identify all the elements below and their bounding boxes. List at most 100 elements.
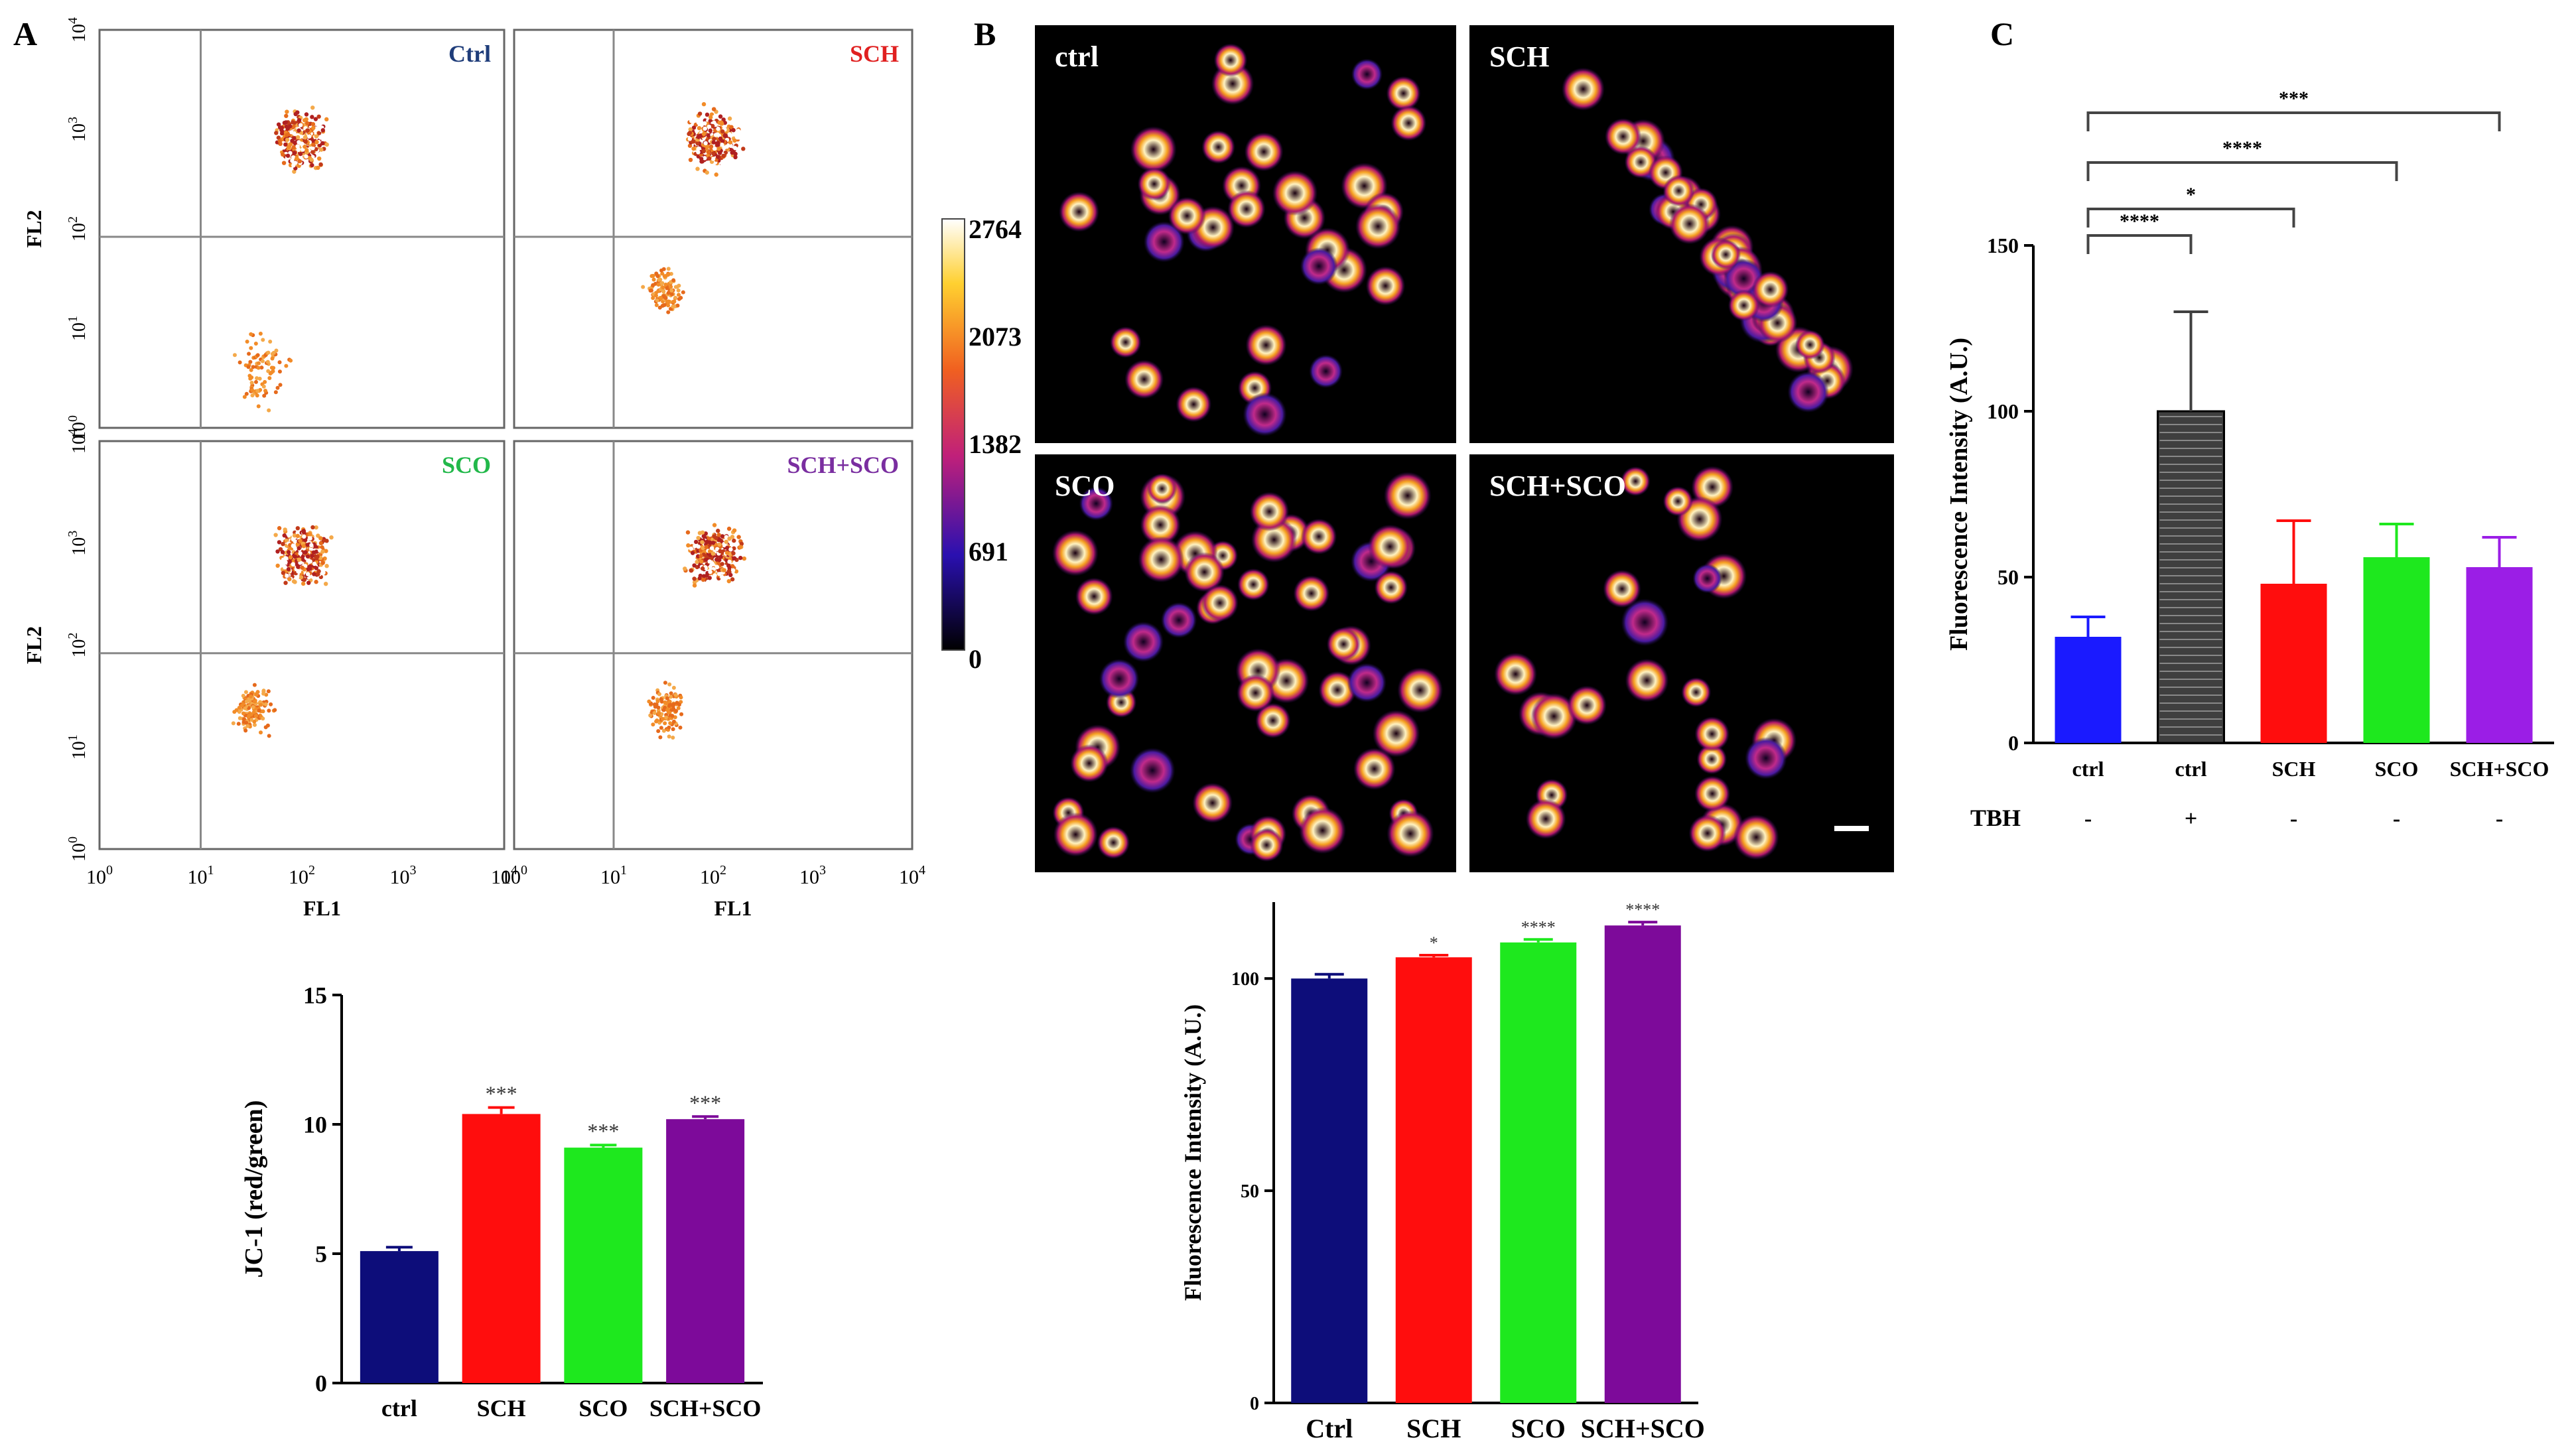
event-dot <box>732 138 737 143</box>
event-dot <box>291 155 296 160</box>
event-dot <box>320 561 325 565</box>
flow-plot-label: SCO <box>442 452 491 478</box>
event-dot <box>259 702 263 707</box>
event-dot <box>293 554 298 559</box>
event-dot <box>318 135 323 140</box>
colorbar-tick-label: 691 <box>969 537 1008 566</box>
flow-plot-frame <box>98 29 506 429</box>
cell-blob <box>1051 529 1099 576</box>
category-label: Ctrl <box>1306 1414 1353 1443</box>
event-dot <box>714 564 720 570</box>
event-dot <box>654 293 659 298</box>
event-dot <box>709 546 714 551</box>
event-dot <box>693 544 697 549</box>
event-dot <box>297 557 301 563</box>
event-dot <box>255 389 260 393</box>
event-dot <box>249 380 254 385</box>
cell-blob <box>1605 118 1642 155</box>
cell-blob <box>1109 326 1142 358</box>
event-dot <box>291 163 296 168</box>
cell-blob <box>1745 737 1787 779</box>
event-dot <box>732 546 736 551</box>
flow-plot-sch: SCH <box>513 29 914 429</box>
event-dot <box>712 115 716 119</box>
event-dot <box>256 361 261 365</box>
cell-blob <box>1293 575 1330 612</box>
event-dot <box>727 132 732 137</box>
cell-blob <box>1176 386 1212 423</box>
event-dot <box>249 375 254 380</box>
event-dot <box>701 577 706 582</box>
scale-bar <box>1834 826 1869 831</box>
event-dot <box>703 121 707 126</box>
event-dot <box>716 529 720 533</box>
event-dot <box>300 141 305 146</box>
event-dot <box>736 535 741 539</box>
bar-sco <box>2363 557 2430 743</box>
event-dot <box>696 544 701 549</box>
event-dot <box>658 735 663 740</box>
event-dot <box>673 285 678 289</box>
event-dot <box>714 172 718 177</box>
event-dot <box>277 369 282 374</box>
event-dot <box>243 728 248 733</box>
event-dot <box>741 147 746 151</box>
event-dot <box>261 716 265 721</box>
event-dot <box>660 304 665 308</box>
event-dot <box>656 729 661 734</box>
event-dot <box>712 137 716 141</box>
cell-blob <box>1374 570 1408 604</box>
event-dot <box>275 555 279 560</box>
event-dot <box>247 713 251 718</box>
event-dot <box>703 156 707 161</box>
cell-blob <box>1751 271 1789 308</box>
event-dot <box>730 150 734 155</box>
event-dot <box>648 713 653 718</box>
event-dot <box>736 129 741 133</box>
event-dot <box>711 551 715 556</box>
event-dot <box>305 128 310 133</box>
event-dot <box>651 722 655 727</box>
cell-blob <box>1681 677 1712 708</box>
event-dot <box>305 554 310 559</box>
event-dot <box>666 303 671 308</box>
event-dot <box>667 699 672 704</box>
event-dot <box>718 136 723 141</box>
event-dot <box>693 539 699 545</box>
cell-blob <box>1227 190 1266 228</box>
cell-blob <box>1079 486 1113 521</box>
cell-blob <box>1237 568 1270 601</box>
event-dot <box>664 701 669 706</box>
event-dot <box>251 705 255 710</box>
event-dot <box>253 379 258 384</box>
event-dot <box>688 127 693 132</box>
event-dot <box>285 137 290 142</box>
event-dot <box>281 570 286 575</box>
event-dot <box>279 125 285 130</box>
flow-y-tick-label: 100 <box>66 836 90 862</box>
event-dot <box>720 143 724 147</box>
event-dot <box>721 117 726 122</box>
cell-blob <box>1390 105 1427 141</box>
event-dot <box>255 393 259 398</box>
event-dot <box>279 131 285 136</box>
event-dot <box>701 534 707 539</box>
event-dot <box>657 692 661 696</box>
event-dot <box>668 721 673 726</box>
event-dot <box>273 533 278 537</box>
event-dot <box>664 715 669 720</box>
event-dot <box>268 339 273 344</box>
cell-blob <box>1710 239 1741 270</box>
significance-label: *** <box>689 1091 721 1114</box>
event-dot <box>699 553 703 559</box>
flow-x-tick-label: 101 <box>600 863 627 888</box>
event-dot <box>306 580 311 585</box>
event-dot <box>295 533 300 539</box>
event-dot <box>245 724 250 728</box>
bar-ctrl <box>2055 637 2122 743</box>
event-dot <box>656 705 661 710</box>
flow-x-tick-label: 104 <box>899 863 925 888</box>
event-dot <box>283 142 288 147</box>
event-dot <box>299 575 304 580</box>
